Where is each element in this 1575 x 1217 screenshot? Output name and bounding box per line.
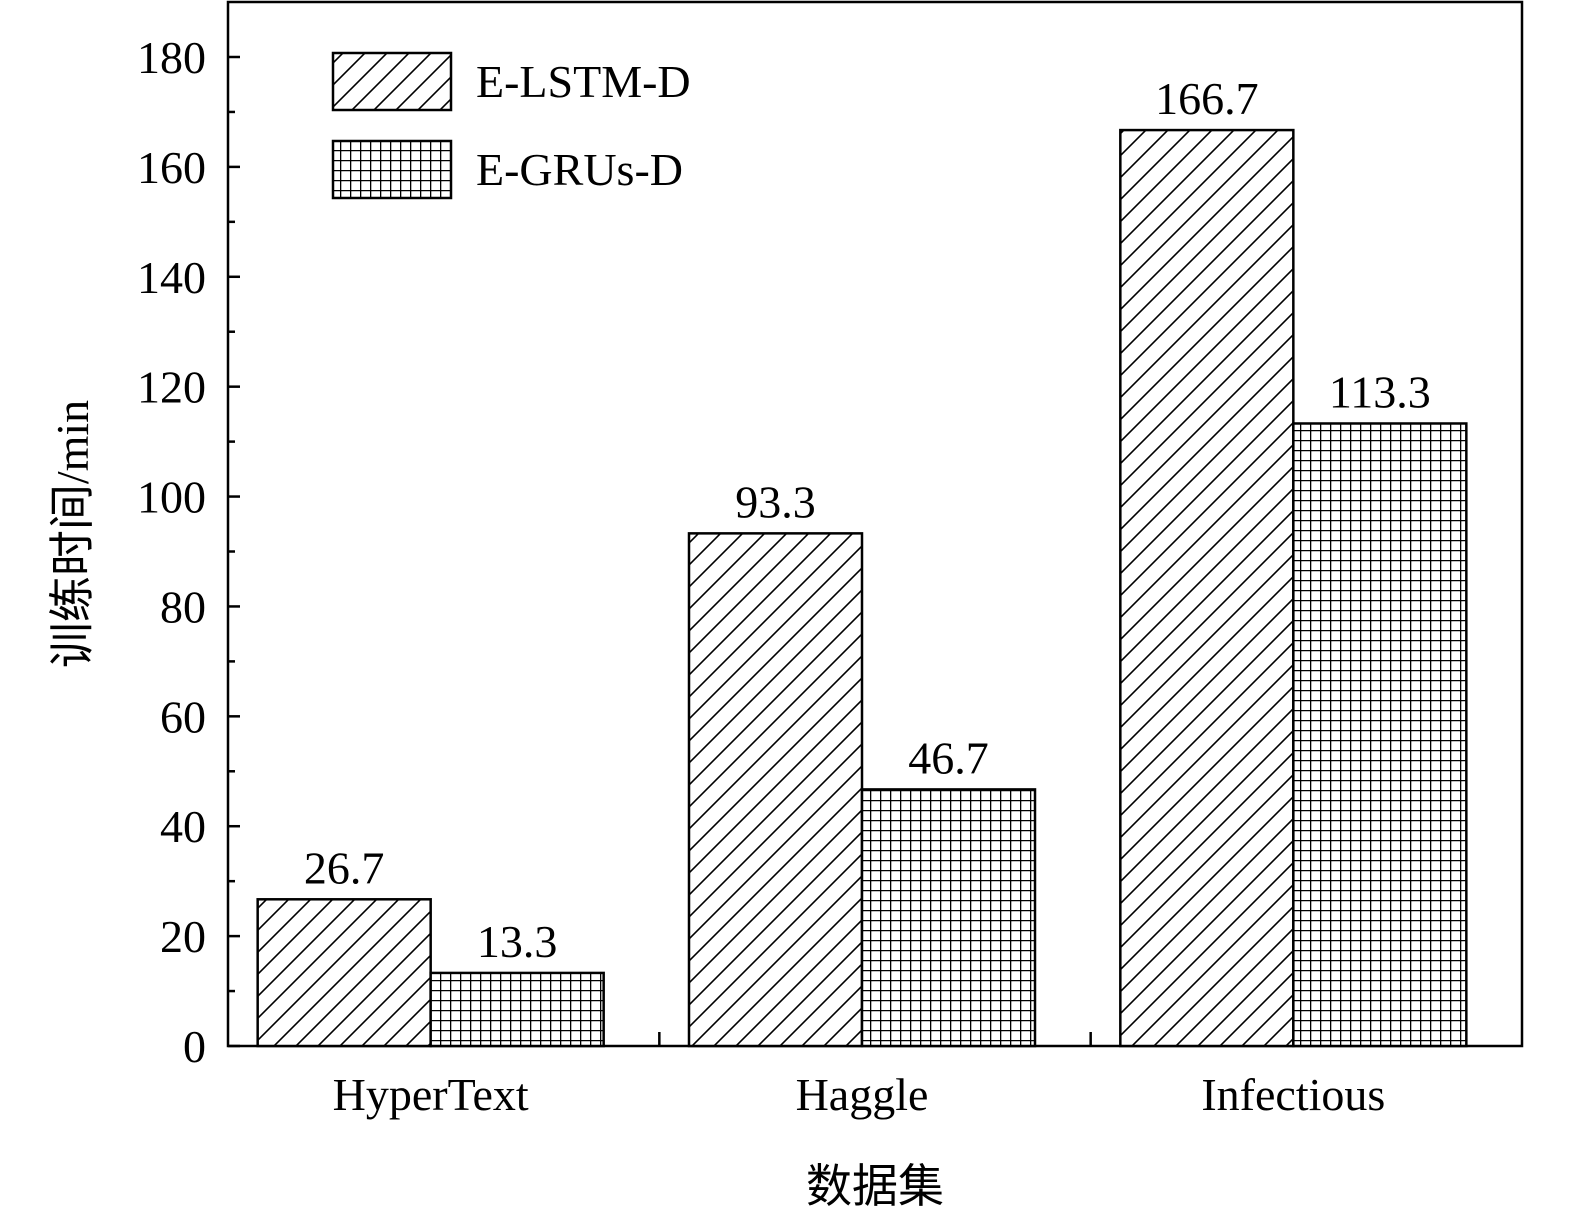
legend: E-LSTM-D E-GRUs-D bbox=[331, 51, 691, 200]
bar-value-label: 26.7 bbox=[304, 842, 385, 893]
axes-group: 0 20 40 60 80 100 120 140 160 180 HyperText Haggle I… bbox=[137, 32, 1385, 1120]
y-tick-label: 80 bbox=[160, 581, 206, 632]
legend-label: E-GRUs-D bbox=[476, 144, 683, 195]
bar-e-grus-d-haggle bbox=[860, 788, 1037, 1048]
bar-e-lstm-d-haggle bbox=[687, 532, 864, 1048]
y-tick-label: 180 bbox=[137, 32, 206, 83]
bar-e-lstm-d-hypertext bbox=[256, 898, 432, 1048]
x-tick-label: Infectious bbox=[1201, 1069, 1385, 1120]
bar-value-label: 166.7 bbox=[1155, 73, 1259, 124]
y-tick-label: 0 bbox=[183, 1021, 206, 1072]
legend-swatch bbox=[331, 139, 453, 200]
bar-e-grus-d-infectious bbox=[1292, 422, 1468, 1048]
bar-value-label: 13.3 bbox=[477, 916, 558, 967]
bars-group: 26.7 93.3 166.7 13.3 46.7 113.3 bbox=[256, 73, 1468, 1048]
bar-value-label: 46.7 bbox=[908, 732, 989, 783]
bar-value-label: 113.3 bbox=[1329, 366, 1431, 417]
legend-swatch bbox=[331, 51, 453, 112]
legend-label: E-LSTM-D bbox=[476, 56, 691, 107]
bar-e-lstm-d-infectious bbox=[1119, 128, 1295, 1048]
x-tick-label: Haggle bbox=[796, 1069, 929, 1120]
y-tick-label: 140 bbox=[137, 252, 206, 303]
x-axis-title: 数据集 bbox=[806, 1161, 944, 1212]
y-tick-label: 40 bbox=[160, 801, 206, 852]
y-axis-title: 训练时间/min bbox=[47, 400, 98, 668]
y-tick-label: 120 bbox=[137, 362, 206, 413]
x-tick-label: HyperText bbox=[333, 1069, 529, 1120]
y-tick-label: 100 bbox=[137, 472, 206, 523]
bar-value-label: 93.3 bbox=[735, 476, 816, 527]
y-tick-label: 20 bbox=[160, 911, 206, 962]
y-tick-label: 160 bbox=[137, 142, 206, 193]
bar-e-grus-d-hypertext bbox=[429, 971, 605, 1048]
y-tick-label: 60 bbox=[160, 691, 206, 742]
